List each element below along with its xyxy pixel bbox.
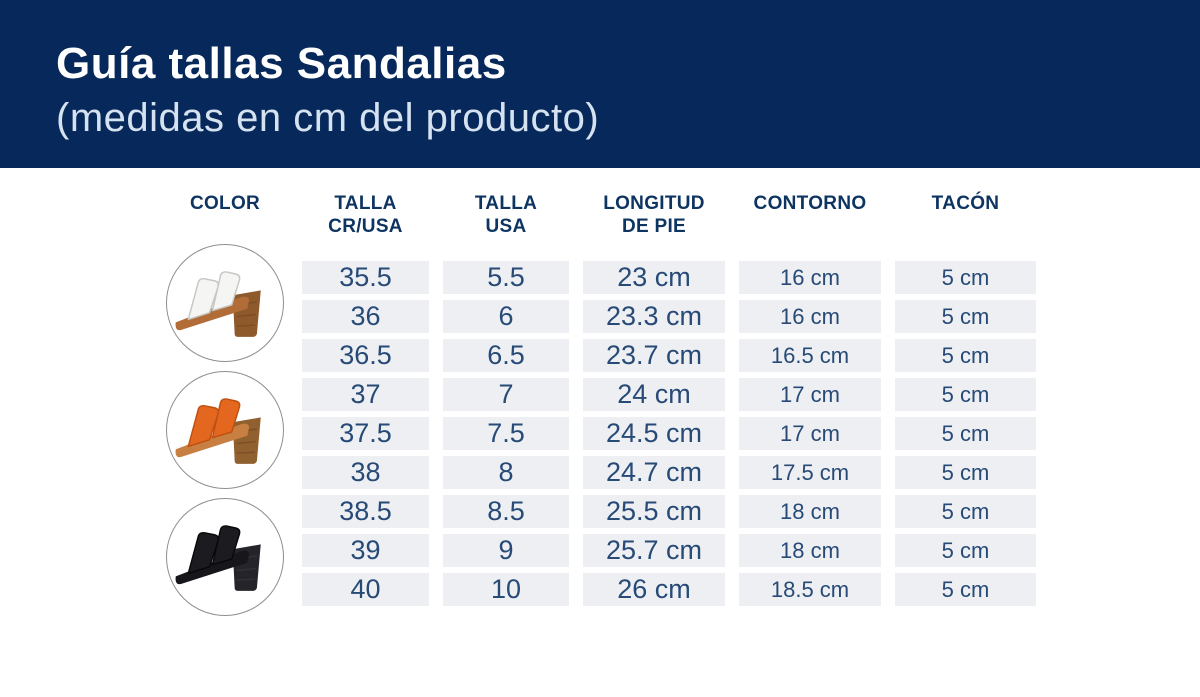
cell-tacon-row2: 5 cm bbox=[895, 300, 1036, 333]
cell-talla-usa-row9: 10 bbox=[443, 573, 569, 606]
cell-longitud-row6: 24.7 cm bbox=[583, 456, 725, 489]
page-subtitle: (medidas en cm del producto) bbox=[56, 96, 600, 140]
sandal-image-orange bbox=[166, 371, 284, 489]
column-header-line: TALLA bbox=[334, 193, 397, 214]
cell-talla-usa-row7: 8.5 bbox=[443, 495, 569, 528]
page-title: Guía tallas Sandalias bbox=[56, 39, 507, 88]
cell-longitud-row7: 25.5 cm bbox=[583, 495, 725, 528]
cell-tacon-row8: 5 cm bbox=[895, 534, 1036, 567]
cell-contorno-row3: 16.5 cm bbox=[739, 339, 881, 372]
column-header-longitud-de-pie: LONGITUD DE PIE bbox=[583, 192, 725, 238]
column-header-line: TALLA bbox=[474, 193, 538, 214]
cell-talla-usa-row3: 6.5 bbox=[443, 339, 569, 372]
cell-contorno-row4: 17 cm bbox=[739, 378, 881, 411]
cell-contorno-row5: 17 cm bbox=[739, 417, 881, 450]
orange-sandal-icon bbox=[175, 398, 261, 464]
cell-talla-cr-row8: 39 bbox=[302, 534, 429, 567]
black-sandal-icon bbox=[175, 525, 261, 591]
cell-talla-usa-row4: 7 bbox=[443, 378, 569, 411]
cell-talla-cr-row7: 38.5 bbox=[302, 495, 429, 528]
cell-tacon-row5: 5 cm bbox=[895, 417, 1036, 450]
cell-talla-cr-row6: 38 bbox=[302, 456, 429, 489]
column-header-tacon: TACÓN bbox=[931, 193, 1000, 214]
back-strap-shape bbox=[211, 398, 241, 439]
cell-contorno-row2: 16 cm bbox=[739, 300, 881, 333]
cell-longitud-row1: 23 cm bbox=[583, 261, 725, 294]
cell-longitud-row3: 23.7 cm bbox=[583, 339, 725, 372]
back-strap-shape bbox=[211, 271, 241, 312]
white-sandal-icon bbox=[175, 271, 261, 337]
cell-talla-cr-row5: 37.5 bbox=[302, 417, 429, 450]
cell-contorno-row8: 18 cm bbox=[739, 534, 881, 567]
column-header-color: COLOR bbox=[189, 193, 261, 214]
column-header-line: LONGITUD bbox=[603, 193, 705, 214]
cell-longitud-row5: 24.5 cm bbox=[583, 417, 725, 450]
cell-talla-cr-row1: 35.5 bbox=[302, 261, 429, 294]
cell-longitud-row4: 24 cm bbox=[583, 378, 725, 411]
column-header-talla-cr-usa: TALLA CR/USA bbox=[302, 192, 429, 238]
cell-contorno-row1: 16 cm bbox=[739, 261, 881, 294]
cell-talla-cr-row2: 36 bbox=[302, 300, 429, 333]
column-header-line: CR/USA bbox=[328, 216, 403, 237]
cell-talla-usa-row8: 9 bbox=[443, 534, 569, 567]
sandal-image-black bbox=[166, 498, 284, 616]
column-header-line: USA bbox=[485, 216, 527, 237]
cell-contorno-row7: 18 cm bbox=[739, 495, 881, 528]
column-header-talla-usa: TALLA USA bbox=[443, 192, 569, 238]
cell-tacon-row1: 5 cm bbox=[895, 261, 1036, 294]
cell-tacon-row6: 5 cm bbox=[895, 456, 1036, 489]
cell-tacon-row3: 5 cm bbox=[895, 339, 1036, 372]
cell-longitud-row9: 26 cm bbox=[583, 573, 725, 606]
sandal-image-white bbox=[166, 244, 284, 362]
cell-talla-usa-row6: 8 bbox=[443, 456, 569, 489]
back-strap-shape bbox=[211, 525, 241, 566]
cell-tacon-row9: 5 cm bbox=[895, 573, 1036, 606]
cell-talla-usa-row1: 5.5 bbox=[443, 261, 569, 294]
column-header-contorno: CONTORNO bbox=[753, 193, 867, 214]
column-header-line: DE PIE bbox=[621, 216, 687, 237]
cell-talla-cr-row3: 36.5 bbox=[302, 339, 429, 372]
cell-tacon-row7: 5 cm bbox=[895, 495, 1036, 528]
cell-talla-cr-row4: 37 bbox=[302, 378, 429, 411]
cell-longitud-row2: 23.3 cm bbox=[583, 300, 725, 333]
cell-contorno-row6: 17.5 cm bbox=[739, 456, 881, 489]
cell-talla-usa-row5: 7.5 bbox=[443, 417, 569, 450]
size-table: 35.5 5.5 23 cm 16 cm 5 cm 36 6 23.3 cm 1… bbox=[302, 261, 1036, 606]
cell-talla-cr-row9: 40 bbox=[302, 573, 429, 606]
cell-tacon-row4: 5 cm bbox=[895, 378, 1036, 411]
cell-longitud-row8: 25.7 cm bbox=[583, 534, 725, 567]
cell-contorno-row9: 18.5 cm bbox=[739, 573, 881, 606]
cell-talla-usa-row2: 6 bbox=[443, 300, 569, 333]
header-band: Guía tallas Sandalias (medidas en cm del… bbox=[0, 0, 1200, 168]
